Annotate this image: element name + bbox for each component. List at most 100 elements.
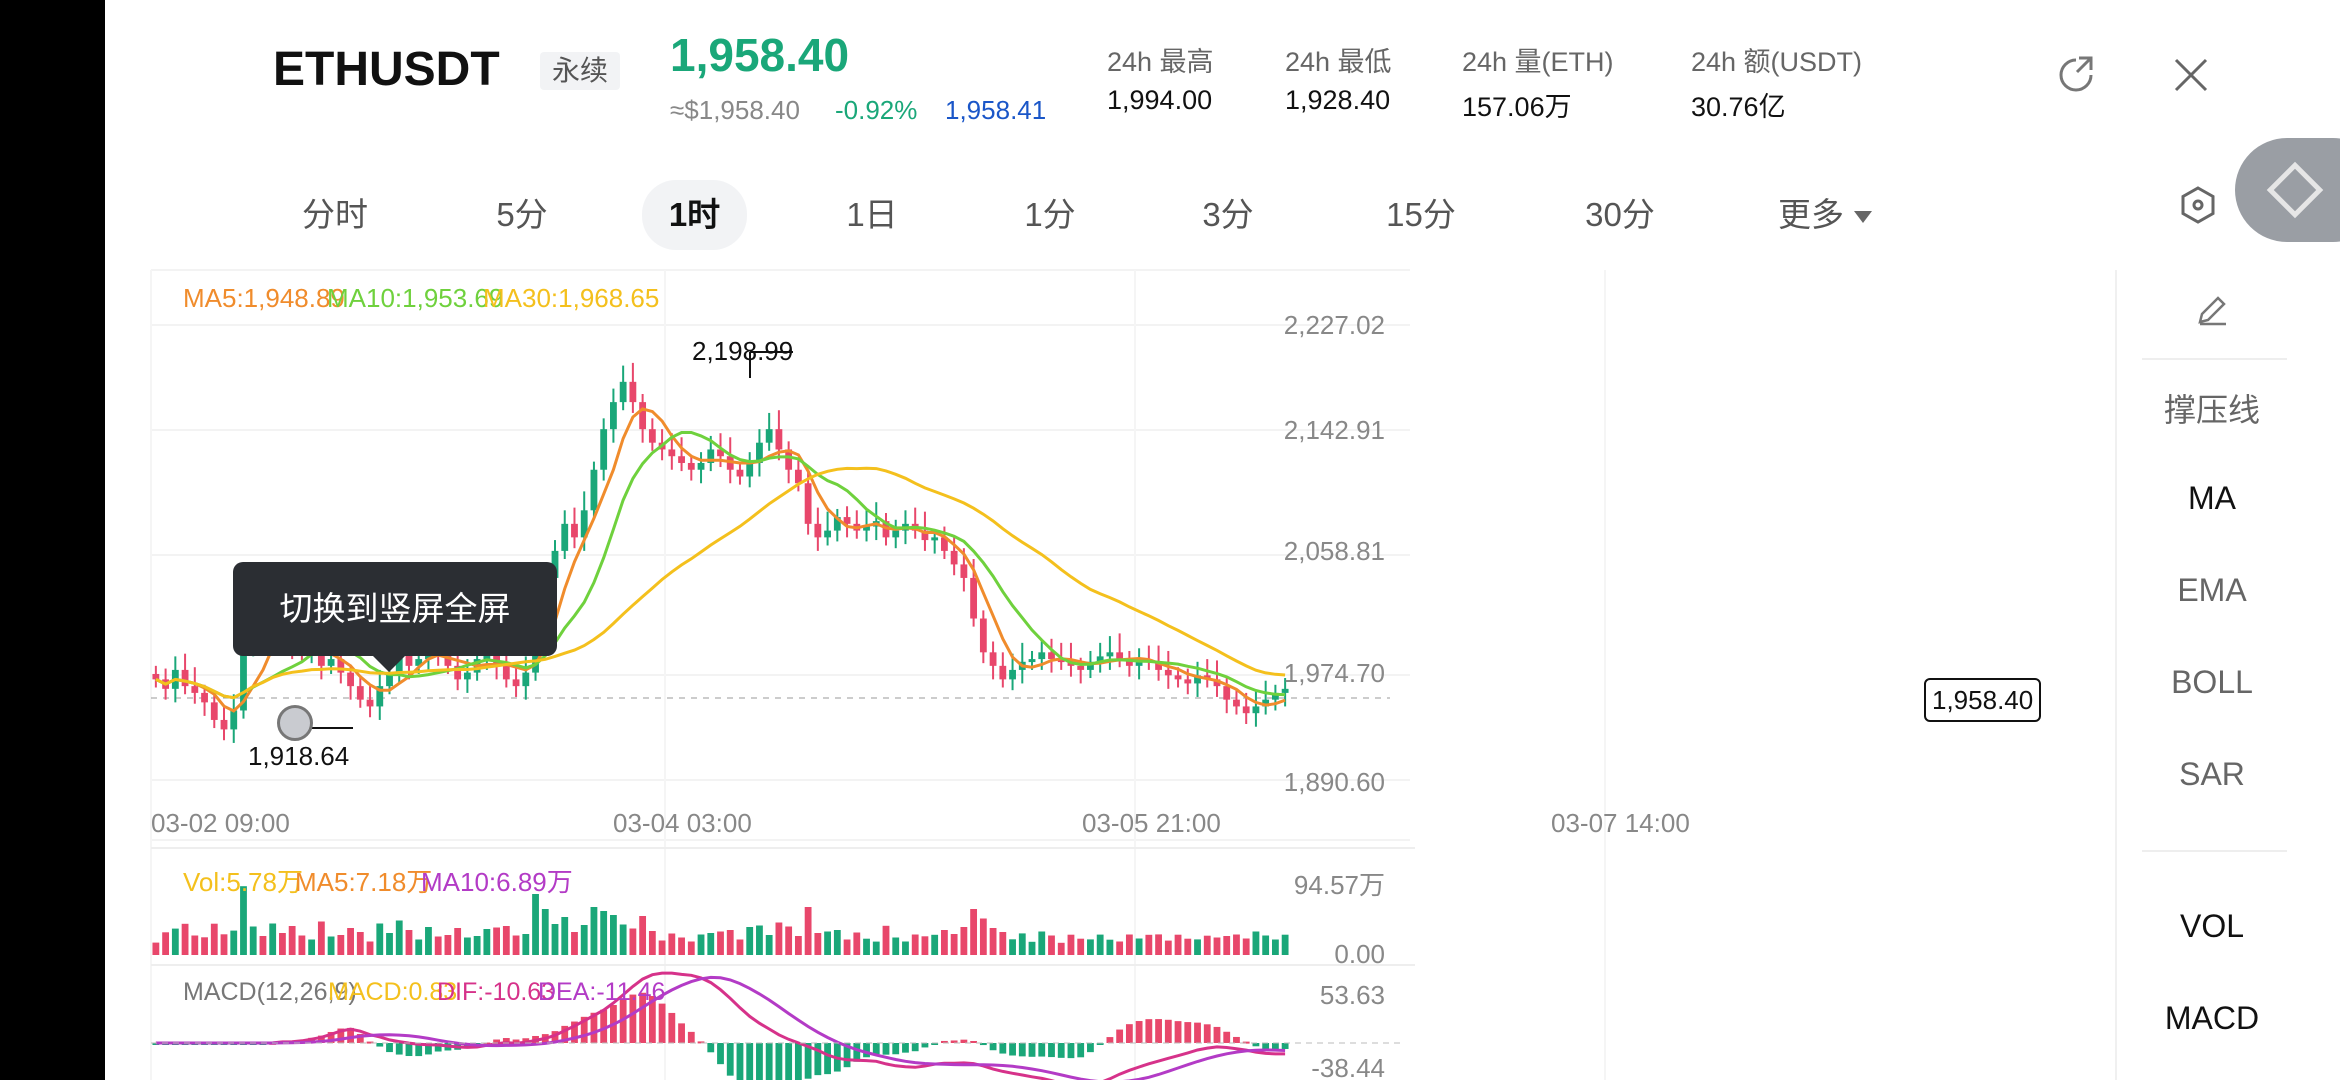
macd-bar bbox=[1057, 1043, 1065, 1058]
macd-bar bbox=[697, 1041, 705, 1044]
volume-bar bbox=[1048, 935, 1055, 955]
close-icon[interactable] bbox=[2168, 52, 2214, 98]
tab-1h[interactable]: 1时 bbox=[642, 180, 747, 250]
legend-dif: DIF:-10.63 bbox=[437, 978, 556, 1006]
volume-bar bbox=[872, 941, 880, 955]
macd-bar bbox=[1271, 1043, 1279, 1050]
candle-body bbox=[678, 456, 685, 463]
sidebar-item-support-resistance[interactable]: 撑压线 bbox=[2163, 392, 2260, 428]
tab-more[interactable]: 更多 bbox=[1760, 180, 1890, 250]
indicator-settings-icon[interactable] bbox=[2178, 185, 2218, 225]
candle-body bbox=[804, 483, 812, 524]
volume-bar bbox=[1096, 934, 1104, 955]
volume-bar bbox=[580, 925, 588, 955]
candle-body bbox=[619, 381, 627, 403]
caret-down-icon bbox=[1854, 211, 1872, 224]
tab-15m[interactable]: 15分 bbox=[1386, 196, 1456, 233]
volume-bar bbox=[804, 907, 812, 955]
candle-body bbox=[415, 659, 423, 666]
macd-bar bbox=[1252, 1043, 1260, 1047]
candle-body bbox=[1271, 692, 1279, 700]
sidebar-item-ma[interactable]: MA bbox=[2188, 480, 2236, 516]
macd-bar bbox=[1087, 1043, 1094, 1053]
tab-3m[interactable]: 3分 bbox=[1202, 196, 1254, 233]
candle-body bbox=[1194, 675, 1201, 684]
legend-ma10: MA10:1,953.69 bbox=[327, 283, 504, 313]
volume-bar bbox=[746, 927, 754, 955]
macd-bar bbox=[892, 1043, 900, 1055]
volume-bar bbox=[853, 932, 861, 955]
volume-bar bbox=[1116, 941, 1124, 955]
macd-bar bbox=[1233, 1036, 1240, 1043]
volume-bar bbox=[863, 938, 870, 955]
dif-line bbox=[155, 971, 1286, 1080]
volume-bar bbox=[658, 940, 666, 955]
volume-bar bbox=[882, 925, 890, 955]
candle-body bbox=[337, 659, 345, 673]
macd-bar bbox=[931, 1043, 939, 1045]
volume-bar bbox=[162, 932, 170, 955]
volume-bar bbox=[911, 934, 919, 955]
kline-chart[interactable] bbox=[105, 0, 2115, 1080]
volume-bars bbox=[152, 886, 1289, 955]
volume-bar bbox=[1252, 931, 1260, 955]
macd-bar bbox=[668, 1012, 676, 1043]
tab-timeshare[interactable]: 分时 bbox=[302, 196, 368, 233]
macd-bar bbox=[902, 1043, 909, 1053]
stat-label: 24h 额(USDT) bbox=[1691, 47, 1863, 77]
divider bbox=[2142, 850, 2287, 852]
macd-panel bbox=[151, 971, 1400, 1080]
tab-30m[interactable]: 30分 bbox=[1585, 196, 1655, 233]
macd-bar bbox=[882, 1043, 890, 1055]
candle-body bbox=[580, 510, 588, 538]
candle-body bbox=[931, 537, 939, 541]
tab-1d[interactable]: 1日 bbox=[846, 196, 898, 233]
tab-1m[interactable]: 1分 bbox=[1024, 196, 1076, 233]
time-tick: 03-05 21:00 bbox=[1082, 808, 1221, 838]
macd-bar bbox=[337, 1028, 345, 1043]
share-icon[interactable] bbox=[2053, 52, 2099, 98]
volume-bar bbox=[892, 937, 900, 955]
macd-bar bbox=[814, 1043, 822, 1076]
stat-24h-high: 24h 最高 1,994.00 bbox=[1107, 40, 1214, 116]
sidebar-item-macd[interactable]: MACD bbox=[2164, 1000, 2260, 1036]
price-tick: 2,142.91 bbox=[1283, 415, 1385, 445]
candle-body bbox=[950, 550, 958, 565]
candle-body bbox=[960, 564, 968, 578]
candle-body bbox=[824, 530, 831, 538]
fullscreen-tooltip[interactable]: 切换到竖屏全屏 bbox=[233, 562, 557, 672]
macd-bar bbox=[1281, 1043, 1289, 1049]
floating-assist-button[interactable] bbox=[2235, 138, 2340, 242]
volume-bar bbox=[697, 934, 705, 955]
volume-bar bbox=[1233, 934, 1240, 955]
macd-bar bbox=[366, 1041, 374, 1044]
macd-bar bbox=[1009, 1043, 1016, 1056]
sidebar-item-ema[interactable]: EMA bbox=[2177, 572, 2247, 608]
volume-bar bbox=[454, 928, 462, 955]
candle-body bbox=[210, 702, 218, 720]
stat-24h-volume: 24h 量(ETH) 157.06万 bbox=[1462, 40, 1614, 124]
macd-bar bbox=[950, 1040, 958, 1043]
sidebar-item-boll[interactable]: BOLL bbox=[2171, 664, 2253, 700]
candle-body bbox=[356, 686, 364, 700]
draw-pen-icon[interactable] bbox=[2117, 290, 2307, 338]
macd-bar bbox=[1213, 1026, 1221, 1043]
volume-bar bbox=[717, 931, 724, 955]
low-price-label: 1,918.64 bbox=[248, 741, 350, 771]
volume-bar bbox=[1018, 933, 1026, 955]
tab-5m[interactable]: 5分 bbox=[496, 196, 548, 233]
sidebar-item-sar[interactable]: SAR bbox=[2179, 756, 2245, 792]
sidebar-item-vol[interactable]: VOL bbox=[2179, 908, 2245, 944]
volume-bar bbox=[210, 923, 218, 955]
volume-bar bbox=[1281, 934, 1289, 955]
candle-body bbox=[240, 645, 247, 711]
macd-bar bbox=[872, 1043, 880, 1055]
legend-dea: DEA:-11.46 bbox=[538, 978, 666, 1006]
volume-bar bbox=[1271, 939, 1279, 955]
time-tick: 03-02 09:00 bbox=[151, 808, 290, 838]
macd-bar bbox=[648, 996, 656, 1043]
crosshair-marker-icon[interactable] bbox=[277, 705, 313, 741]
volume-bar bbox=[171, 928, 179, 955]
candle-body bbox=[220, 719, 228, 730]
candle-body bbox=[1096, 656, 1104, 662]
